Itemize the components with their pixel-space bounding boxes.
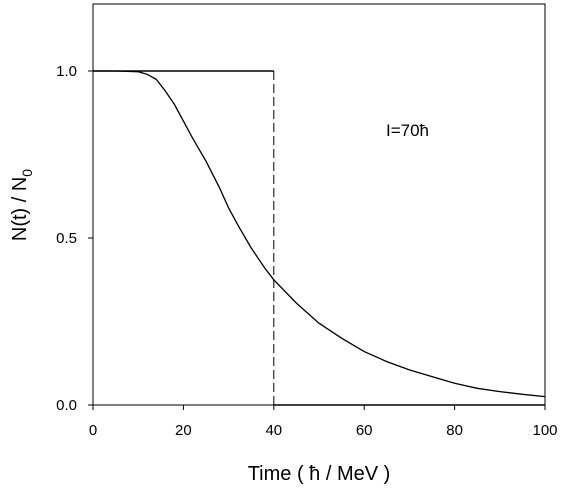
x-tick-label: 60 — [356, 422, 373, 439]
x-tick-label: 40 — [265, 422, 282, 439]
decay-curve — [93, 70, 546, 398]
x-tick-label: 20 — [175, 422, 192, 439]
y-axis-label-text: N(t) / N0 — [9, 169, 35, 241]
y-tick-label: 0.0 — [56, 397, 77, 414]
x-tick-label: 80 — [446, 422, 463, 439]
x-axis-label: Time ( ħ / MeV ) — [248, 463, 391, 485]
annotation-label: I=70ħ — [386, 121, 429, 140]
y-tick-label: 0.5 — [56, 230, 77, 247]
y-axis-label-subscript: 0 — [19, 169, 35, 177]
x-tick-label: 100 — [532, 422, 557, 439]
y-axis-label: N(t) / N0 — [9, 169, 35, 241]
axis-ticks: 0 20 40 60 80 100 0.0 0.5 1.0 — [56, 63, 557, 439]
plot-frame — [92, 3, 546, 406]
x-tick-label: 0 — [89, 422, 97, 439]
series-layer — [93, 70, 546, 406]
y-axis-label-main: N(t) / N — [9, 177, 31, 241]
y-tick-label: 1.0 — [56, 63, 77, 80]
